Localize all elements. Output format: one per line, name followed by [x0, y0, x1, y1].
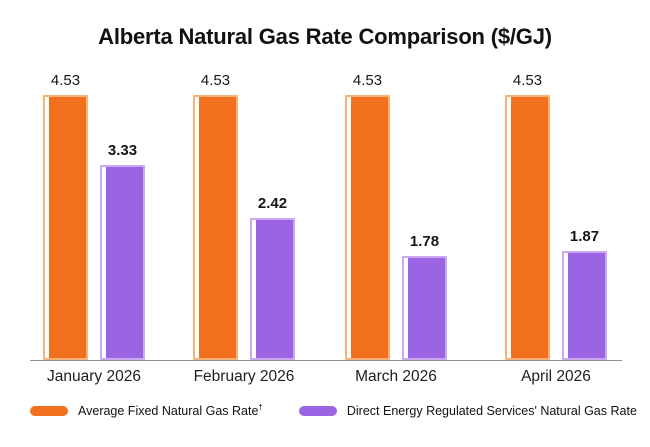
bar-wrap: 4.53 — [345, 72, 390, 360]
bar-average-fixed-natural-gas-rate-march-2026 — [345, 95, 390, 360]
bar-direct-energy-regulated-services-natural-gas-rate-february-2026 — [250, 218, 295, 360]
value-label: 4.53 — [512, 72, 543, 89]
bar-direct-energy-regulated-services-natural-gas-rate-january-2026 — [100, 165, 145, 360]
value-label: 4.53 — [200, 72, 231, 89]
value-label: 4.53 — [50, 72, 81, 89]
bar-wrap: 1.87 — [562, 228, 607, 360]
legend-label: Direct Energy Regulated Services' Natura… — [346, 404, 637, 418]
legend: Average Fixed Natural Gas Rate† Direct En… — [30, 402, 650, 418]
bar-wrap: 4.53 — [43, 72, 88, 360]
x-axis-label-march-2026: March 2026 — [355, 368, 437, 385]
legend-label: Average Fixed Natural Gas Rate† — [78, 402, 263, 418]
value-label: 1.78 — [409, 232, 440, 250]
bar-wrap: 1.78 — [402, 233, 447, 360]
value-label: 1.87 — [569, 227, 600, 245]
x-axis-label-january-2026: January 2026 — [47, 368, 141, 385]
bar-direct-energy-regulated-services-natural-gas-rate-march-2026 — [402, 255, 447, 360]
bar-wrap: 4.53 — [193, 72, 238, 360]
value-label: 3.33 — [107, 142, 138, 160]
value-label: 4.53 — [352, 72, 383, 89]
legend-item-direct-energy-regulated-services-natural-gas-rate: Direct Energy Regulated Services' Natura… — [298, 404, 637, 418]
bar-wrap: 3.33 — [100, 142, 145, 360]
bar-average-fixed-natural-gas-rate-february-2026 — [193, 95, 238, 360]
x-axis-label-april-2026: April 2026 — [521, 368, 591, 385]
footnote-mark: † — [258, 402, 263, 412]
bar-wrap: 2.42 — [250, 195, 295, 360]
value-label: 2.42 — [257, 195, 288, 213]
legend-swatch-icon — [298, 406, 337, 416]
bar-group-march-2026: 4.53 1.78 — [345, 72, 447, 360]
bar-average-fixed-natural-gas-rate-january-2026 — [43, 95, 88, 360]
bar-group-april-2026: 4.53 1.87 — [505, 72, 607, 360]
legend-swatch-icon — [30, 406, 68, 416]
bar-direct-energy-regulated-services-natural-gas-rate-april-2026 — [562, 250, 607, 360]
x-axis-line — [30, 360, 622, 361]
chart-title: Alberta Natural Gas Rate Comparison ($/G… — [98, 24, 552, 49]
legend-item-average-fixed-natural-gas-rate: Average Fixed Natural Gas Rate† — [30, 402, 263, 418]
x-axis-label-february-2026: February 2026 — [193, 368, 295, 385]
bar-wrap: 4.53 — [505, 72, 550, 360]
bar-group-february-2026: 4.53 2.42 — [193, 72, 295, 360]
bar-group-january-2026: 4.53 3.33 — [43, 72, 145, 360]
bar-average-fixed-natural-gas-rate-april-2026 — [505, 95, 550, 360]
